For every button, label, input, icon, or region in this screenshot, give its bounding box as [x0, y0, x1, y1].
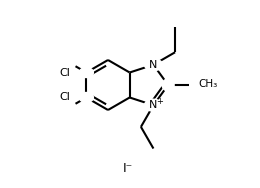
Ellipse shape — [144, 99, 162, 111]
Ellipse shape — [162, 79, 174, 91]
Text: N: N — [149, 60, 158, 70]
Text: Cl: Cl — [60, 68, 70, 79]
Text: +: + — [156, 97, 163, 106]
Text: Cl: Cl — [60, 92, 70, 102]
Text: I⁻: I⁻ — [123, 161, 133, 174]
Ellipse shape — [144, 59, 162, 71]
Text: CH₃: CH₃ — [198, 79, 218, 89]
Ellipse shape — [79, 92, 93, 102]
Text: N: N — [149, 100, 158, 110]
Ellipse shape — [79, 67, 93, 77]
